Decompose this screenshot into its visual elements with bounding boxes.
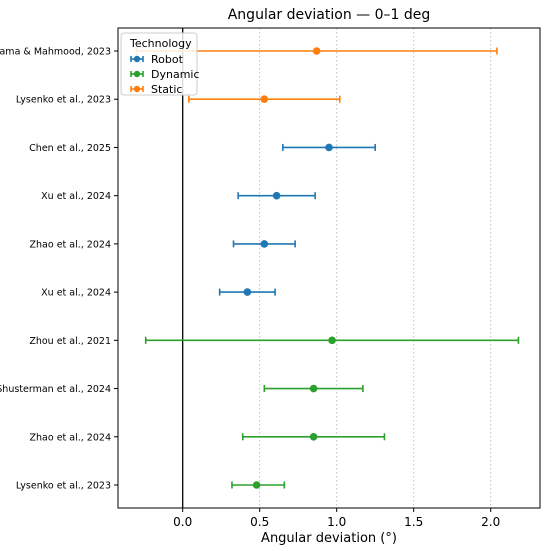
point-estimate [243, 288, 252, 296]
y-axis-ticks: Hama & Mahmood, 2023 Lysenko et al., 2023… [0, 47, 118, 492]
study-row [237, 191, 316, 200]
legend-entries: Robot Dynamic Static [130, 53, 200, 96]
legend-label: Static [151, 83, 182, 96]
legend-swatch-marker [133, 70, 141, 78]
study-row [241, 432, 386, 441]
legend-swatch-marker [133, 55, 141, 63]
legend-entry: Static [130, 83, 182, 96]
y-tick-label: Shusterman et al., 2024 [0, 384, 111, 395]
study-row [263, 384, 364, 393]
y-tick-label: Chen et al., 2025 [29, 143, 111, 154]
point-estimate [309, 384, 318, 393]
y-tick-label: Hama & Mahmood, 2023 [0, 47, 111, 58]
study-row [281, 143, 377, 152]
legend-label: Dynamic [151, 68, 200, 81]
legend-entry: Dynamic [130, 68, 200, 81]
legend-box [120, 32, 198, 96]
point-estimate [325, 143, 333, 152]
y-tick-label: Xu et al., 2024 [41, 288, 111, 299]
y-tick-label: Xu et al., 2024 [41, 191, 111, 202]
y-tick-label: Zhou et al., 2021 [29, 336, 111, 347]
x-tick-label: 1.0 [327, 515, 346, 529]
point-estimate [309, 432, 318, 441]
x-axis-label: Angular deviation (°) [261, 531, 397, 546]
x-tick-label: 0.5 [250, 515, 269, 529]
x-tick-label: 1.5 [404, 515, 423, 529]
point-estimate [328, 336, 336, 345]
study-row [232, 240, 296, 248]
y-tick-label: Lysenko et al., 2023 [16, 481, 111, 492]
point-estimate [260, 240, 269, 248]
legend-swatch-marker [133, 85, 141, 93]
study-row [188, 95, 341, 104]
y-tick-label: Zhao et al., 2024 [30, 239, 111, 250]
legend-label: Robot [151, 53, 184, 66]
point-estimate [260, 95, 269, 104]
y-tick-label: Lysenko et al., 2023 [16, 95, 111, 106]
plot-area [117, 27, 541, 509]
point-estimate [272, 191, 281, 200]
legend: Technology Robot Dynamic Static [120, 32, 200, 96]
study-row [144, 336, 520, 345]
chart-title: Angular deviation — 0–1 deg [228, 7, 431, 23]
study-row [231, 481, 286, 489]
data-marks [135, 47, 520, 489]
x-axis-ticks: 0.0 0.5 1.0 1.5 2.0 [173, 508, 500, 529]
point-estimate [252, 481, 261, 489]
legend-title: Technology [129, 37, 192, 50]
y-tick-label: Zhao et al., 2024 [30, 432, 111, 443]
point-estimate [312, 47, 321, 55]
x-tick-label: 2.0 [481, 515, 500, 529]
legend-entry: Robot [130, 53, 184, 66]
study-row [218, 288, 276, 296]
x-tick-label: 0.0 [173, 515, 192, 529]
